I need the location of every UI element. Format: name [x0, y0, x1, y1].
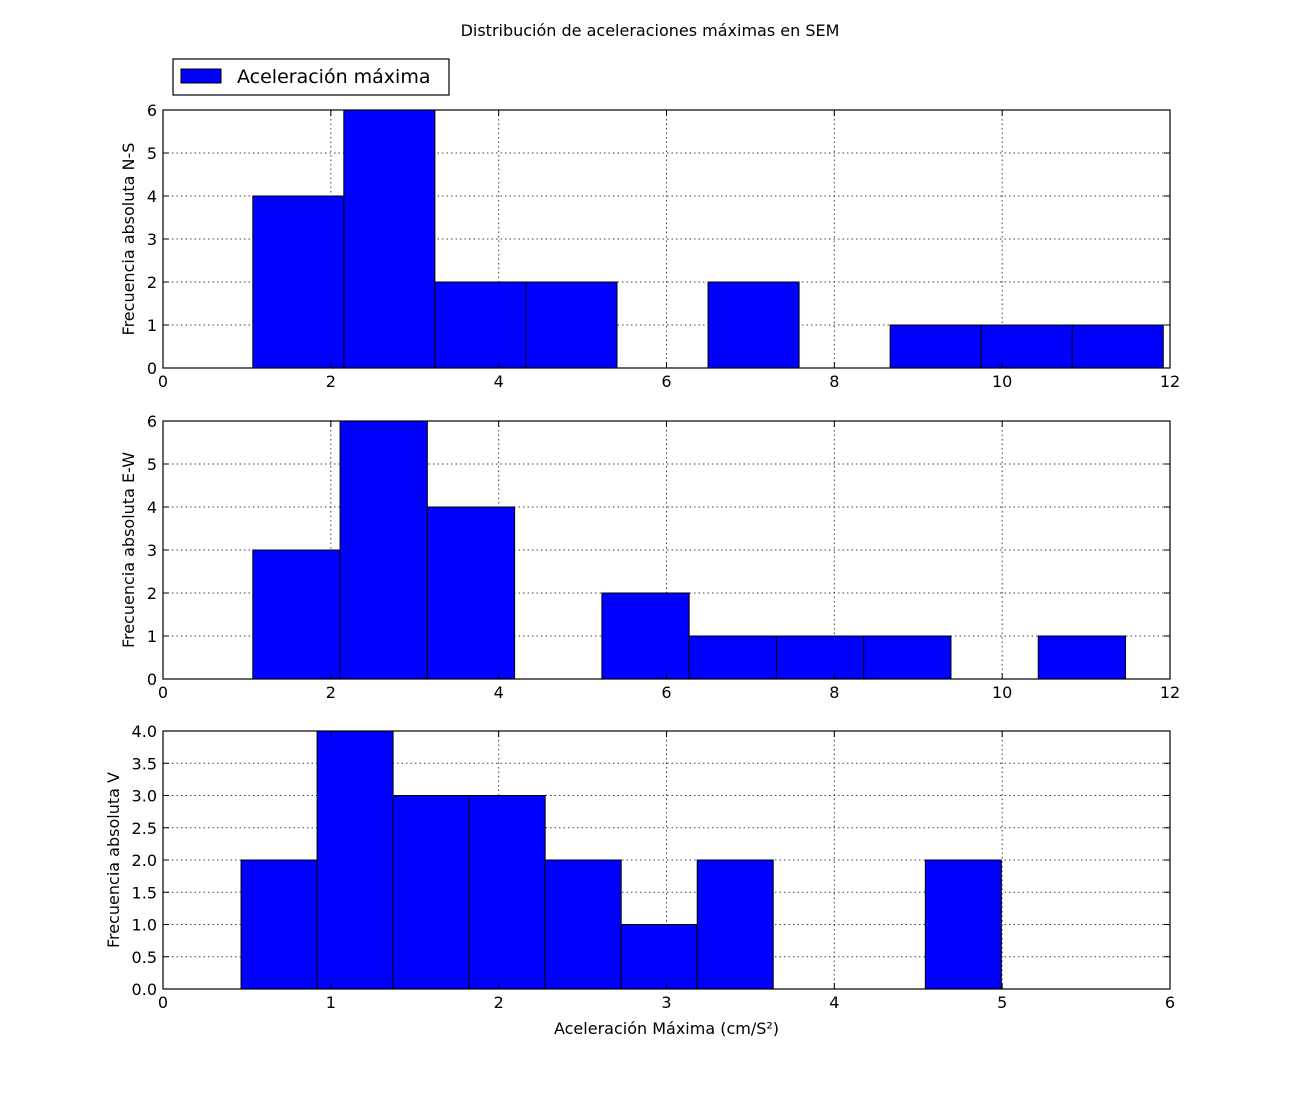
y-tick-label: 3.0: [132, 787, 157, 806]
histogram-bar-ns: [434, 281, 527, 369]
y-tick-label: 4: [147, 187, 157, 206]
y-tick-label: 0.5: [132, 948, 157, 967]
histogram-bar-v: [544, 859, 622, 990]
x-tick-label: 5: [997, 993, 1007, 1012]
x-tick-label: 3: [661, 993, 671, 1012]
x-tick-label: 4: [829, 993, 839, 1012]
histogram-bar-ew: [426, 506, 516, 680]
y-tick-label: 2.5: [132, 819, 157, 838]
x-tick-label: 6: [661, 683, 671, 702]
histogram-bar-ew: [863, 635, 952, 680]
y-tick-label: 3: [147, 230, 157, 249]
y-tick-label: 0: [147, 670, 157, 689]
y-tick-label: 4: [147, 498, 157, 517]
x-tick-label: 0: [158, 372, 168, 391]
histogram-bar-v: [468, 795, 546, 990]
x-tick-label: 4: [494, 683, 504, 702]
histogram-bar-v: [696, 859, 774, 990]
histogram-bar-ew: [1037, 635, 1127, 680]
y-tick-label: 1: [147, 627, 157, 646]
x-tick-label: 2: [326, 683, 336, 702]
y-tick-label: 6: [147, 101, 157, 120]
x-tick-label: 4: [494, 372, 504, 391]
histogram-bar-ns: [1071, 324, 1164, 369]
x-tick-label: 2: [326, 372, 336, 391]
y-tick-label: 3.5: [132, 754, 157, 773]
y-tick-label: 2.0: [132, 851, 157, 870]
subplot-v: 0 1 2 3 4 5 6 0.0 0.5 1.0 1.5 2.0 2.5 3.0 3.5 4.0 Frecue…: [104, 722, 1175, 1038]
y-tick-label: 4.0: [132, 722, 157, 741]
legend-label: Aceleración máxima: [237, 66, 430, 88]
y-axis-label-ew: Frecuencia absoluta E-W: [119, 452, 138, 648]
histogram-bar-ew: [339, 420, 428, 680]
histogram-bar-ew: [601, 592, 690, 680]
histogram-bar-ew: [688, 635, 777, 680]
histogram-bar-v: [620, 924, 698, 990]
x-tick-label: 12: [1160, 683, 1180, 702]
legend: Aceleración máxima: [172, 58, 450, 96]
y-tick-label: 3: [147, 541, 157, 560]
y-tick-label: 1.0: [132, 916, 157, 935]
y-tick-label: 5: [147, 144, 157, 163]
y-tick-label: 0: [147, 359, 157, 378]
histogram-bar-ns: [525, 281, 618, 369]
x-tick-label: 12: [1160, 372, 1180, 391]
histogram-bar-ns: [980, 324, 1073, 369]
y-tick-label: 2: [147, 584, 157, 603]
y-tick-label: 6: [147, 412, 157, 431]
histogram-bar-ew: [775, 635, 865, 680]
histogram-bar-ns: [343, 109, 436, 369]
y-tick-label: 1: [147, 316, 157, 335]
x-tick-label: 1: [326, 993, 336, 1012]
x-tick-label: 8: [829, 372, 839, 391]
y-tick-label: 1.5: [132, 883, 157, 902]
x-tick-label: 10: [992, 683, 1012, 702]
histogram-bar-v: [924, 859, 1002, 990]
x-tick-label: 6: [661, 372, 671, 391]
histogram-bar-ns: [707, 281, 800, 369]
x-tick-label: 0: [158, 993, 168, 1012]
histogram-bar-ns: [889, 324, 982, 369]
x-tick-label: 10: [992, 372, 1012, 391]
x-axis-label: Aceleración Máxima (cm/S²): [554, 1019, 779, 1038]
x-tick-label: 8: [829, 683, 839, 702]
histogram-bar-v: [392, 795, 470, 990]
y-axis-label-ns: Frecuencia absoluta N-S: [119, 143, 138, 336]
histogram-bar-ns: [252, 195, 345, 369]
histogram-bar-ew: [252, 549, 341, 680]
y-tick-label: 5: [147, 455, 157, 474]
x-tick-label: 2: [494, 993, 504, 1012]
y-tick-label: 2: [147, 273, 157, 292]
figure-title: Distribución de aceleraciones máximas en…: [461, 21, 840, 40]
x-tick-label: 6: [1165, 993, 1175, 1012]
histogram-bar-v: [316, 730, 394, 990]
legend-swatch: [180, 68, 222, 84]
y-tick-label: 0.0: [132, 980, 157, 999]
x-tick-label: 0: [158, 683, 168, 702]
histogram-bar-v: [240, 859, 318, 990]
y-axis-label-v: Frecuencia absoluta V: [104, 772, 123, 948]
